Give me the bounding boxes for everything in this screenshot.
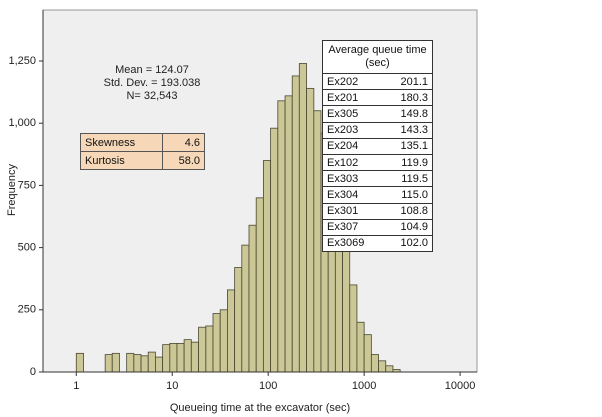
y-tick-label: 1,000: [8, 117, 36, 129]
table-cell: Ex201: [322, 89, 385, 106]
table-row: Ex305 149.8: [322, 105, 433, 123]
table-cell: Skewness: [80, 133, 163, 152]
table-row: Ex307 104.9: [322, 218, 433, 236]
table-cell: 115.0: [384, 186, 433, 203]
y-tick-label: 750: [18, 179, 36, 191]
table-cell: Ex301: [322, 202, 385, 220]
bar: [234, 267, 243, 373]
x-tick-label: 1: [73, 380, 79, 392]
table-cell: Ex102: [322, 153, 385, 171]
bar: [140, 355, 149, 373]
bar: [198, 326, 207, 373]
bar: [277, 100, 286, 373]
table-row: Ex3069 102.0: [322, 234, 433, 252]
bar: [370, 354, 379, 373]
bar: [111, 352, 120, 373]
bar: [270, 127, 279, 373]
bar: [190, 341, 199, 373]
table-cell: 104.9: [384, 218, 433, 236]
bar: [212, 313, 221, 373]
bar: [291, 75, 300, 373]
bar: [126, 352, 135, 373]
table-row: Ex301 108.8: [322, 202, 433, 220]
bar: [306, 87, 315, 373]
table-row: Ex102 119.9: [322, 153, 433, 171]
table-cell: Ex203: [322, 121, 385, 139]
y-tick-label: 500: [18, 242, 36, 254]
table-row: Skewness 4.6: [80, 133, 206, 152]
x-tick-label: 10000: [445, 380, 476, 392]
table-cell: 143.3: [384, 121, 433, 139]
table-row: Ex201 180.3: [322, 89, 433, 106]
table-cell: Ex3069: [322, 234, 385, 252]
bar: [284, 95, 293, 373]
table-cell: 135.1: [384, 137, 433, 155]
bar: [385, 365, 394, 373]
table-cell: 149.8: [384, 105, 433, 123]
y-tick-label: 0: [30, 366, 36, 378]
table-cell: Ex305: [322, 105, 385, 123]
x-axis-label: Queueing time at the excavator (sec): [170, 402, 350, 414]
bar: [162, 344, 171, 373]
table-row: Ex304 115.0: [322, 186, 433, 203]
bar: [349, 284, 358, 373]
bar: [241, 244, 250, 373]
table-cell: 119.9: [384, 153, 433, 171]
bar: [219, 309, 228, 373]
table-cell: 4.6: [161, 133, 206, 152]
bar: [342, 247, 351, 373]
y-axis-label: Frequency: [6, 164, 18, 216]
bar: [147, 351, 156, 373]
bar: [169, 342, 178, 373]
table-cell: Ex202: [322, 72, 385, 90]
table-cell: 108.8: [384, 202, 433, 220]
bar: [356, 321, 365, 373]
bar: [378, 360, 387, 373]
table-row: Kurtosis 58.0: [80, 151, 206, 170]
table-cell: Ex304: [322, 186, 385, 203]
queue-table: Average queue time (sec) Ex202 201.1 Ex201 1…: [322, 40, 433, 253]
stat-text: Std. Dev. = 193.038: [104, 77, 201, 89]
table-cell: 102.0: [384, 234, 433, 252]
table-row: Ex202 201.1: [322, 72, 433, 90]
bar: [255, 197, 264, 373]
y-tick-label: 1,250: [8, 55, 36, 67]
bar: [176, 342, 185, 373]
table-cell: Ex303: [322, 170, 385, 187]
y-tick-label: 250: [18, 304, 36, 316]
shape-table: Skewness 4.6 Kurtosis 58.0: [80, 133, 206, 170]
x-tick-label: 1000: [352, 380, 376, 392]
bar: [313, 110, 322, 373]
bar: [104, 354, 113, 373]
bar: [363, 334, 372, 373]
table-row: Ex204 135.1: [322, 137, 433, 155]
table-header: Average queue time (sec): [328, 44, 427, 69]
table-cell: 201.1: [384, 72, 433, 90]
bar: [205, 325, 214, 373]
table-cell: 119.5: [384, 170, 433, 187]
bar: [183, 339, 192, 373]
bar: [155, 356, 164, 373]
x-tick-label: 10: [166, 380, 178, 392]
bar: [298, 63, 307, 373]
x-tick-label: 100: [259, 380, 277, 392]
table-cell: Ex204: [322, 137, 385, 155]
bar: [133, 354, 142, 373]
table-row: Ex303 119.5: [322, 170, 433, 187]
bar: [227, 289, 236, 373]
bar: [75, 352, 84, 373]
bar: [248, 224, 257, 373]
table-cell: Ex307: [322, 218, 385, 236]
table-cell: 180.3: [384, 89, 433, 106]
table-cell: Kurtosis: [80, 151, 163, 170]
stat-text: N= 32,543: [126, 90, 177, 102]
stat-text: Mean = 124.07: [115, 64, 189, 76]
table-cell: 58.0: [161, 151, 206, 170]
table-row: Average queue time (sec): [323, 41, 433, 74]
table-row: Ex203 143.3: [322, 121, 433, 139]
bar: [262, 160, 272, 373]
